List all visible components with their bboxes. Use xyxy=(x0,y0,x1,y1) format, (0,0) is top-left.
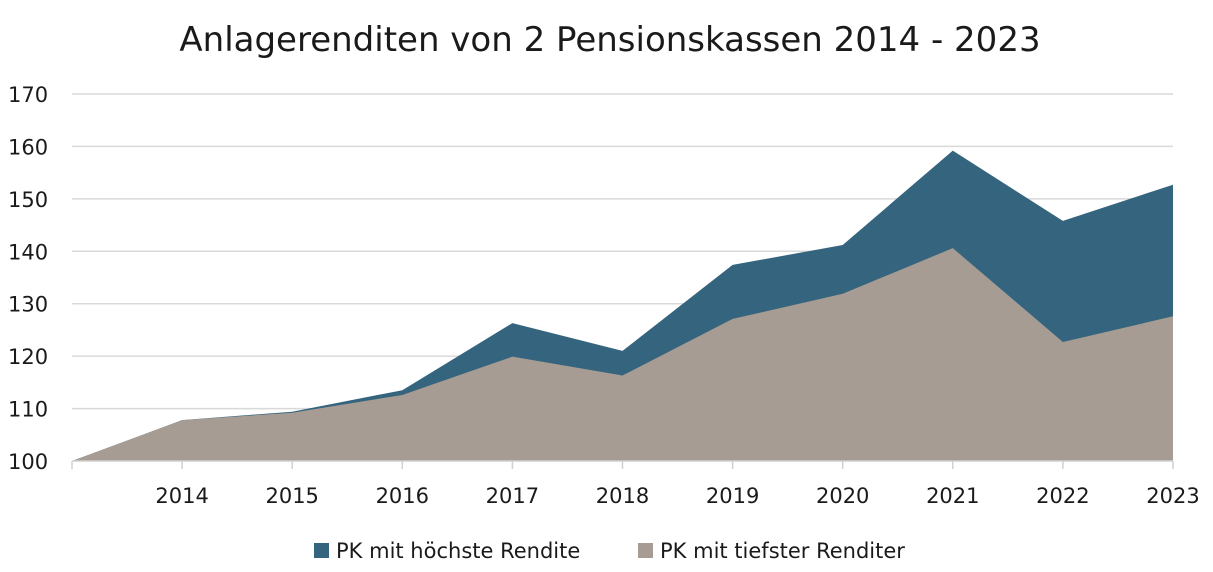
legend-label: PK mit tiefster Renditer xyxy=(660,539,905,563)
x-tick-label: 2017 xyxy=(486,484,539,508)
x-tick-label: 2018 xyxy=(596,484,649,508)
y-tick-label: 140 xyxy=(8,240,48,264)
legend: PK mit höchste Rendite PK mit tiefster Re… xyxy=(314,539,905,563)
gridlines xyxy=(72,93,1173,410)
x-axis xyxy=(71,460,1174,469)
legend-swatch xyxy=(314,543,329,558)
chart-title: Anlagerenditen von 2 Pensionskassen 2014… xyxy=(179,20,1040,60)
x-tick-label: 2022 xyxy=(1036,484,1089,508)
y-tick-label: 160 xyxy=(8,135,48,159)
x-tick-label: 2020 xyxy=(816,484,869,508)
x-tick-label: 2014 xyxy=(155,484,208,508)
x-tick-label: 2016 xyxy=(376,484,429,508)
y-tick-label: 170 xyxy=(8,83,48,107)
plot-areas xyxy=(72,150,1173,461)
legend-item: PK mit höchste Rendite xyxy=(314,539,580,563)
y-tick-label: 100 xyxy=(8,450,48,474)
y-axis-labels: 100 110 120 130 140 150 160 170 xyxy=(8,83,48,474)
legend-item: PK mit tiefster Renditer xyxy=(638,539,905,563)
y-tick-label: 150 xyxy=(8,188,48,212)
x-tick-label: 2021 xyxy=(926,484,979,508)
y-tick-label: 110 xyxy=(8,398,48,422)
x-tick-label: 2023 xyxy=(1146,484,1199,508)
y-tick-label: 130 xyxy=(8,293,48,317)
x-axis-labels: 2014 2015 2016 2017 2018 2019 2020 2021 2022 2023 xyxy=(155,484,1199,508)
x-tick-label: 2019 xyxy=(706,484,759,508)
y-tick-label: 120 xyxy=(8,345,48,369)
x-tick-label: 2015 xyxy=(265,484,318,508)
legend-swatch xyxy=(638,543,653,558)
legend-label: PK mit höchste Rendite xyxy=(336,539,580,563)
area-pk-tiefster-rendite xyxy=(72,248,1173,461)
